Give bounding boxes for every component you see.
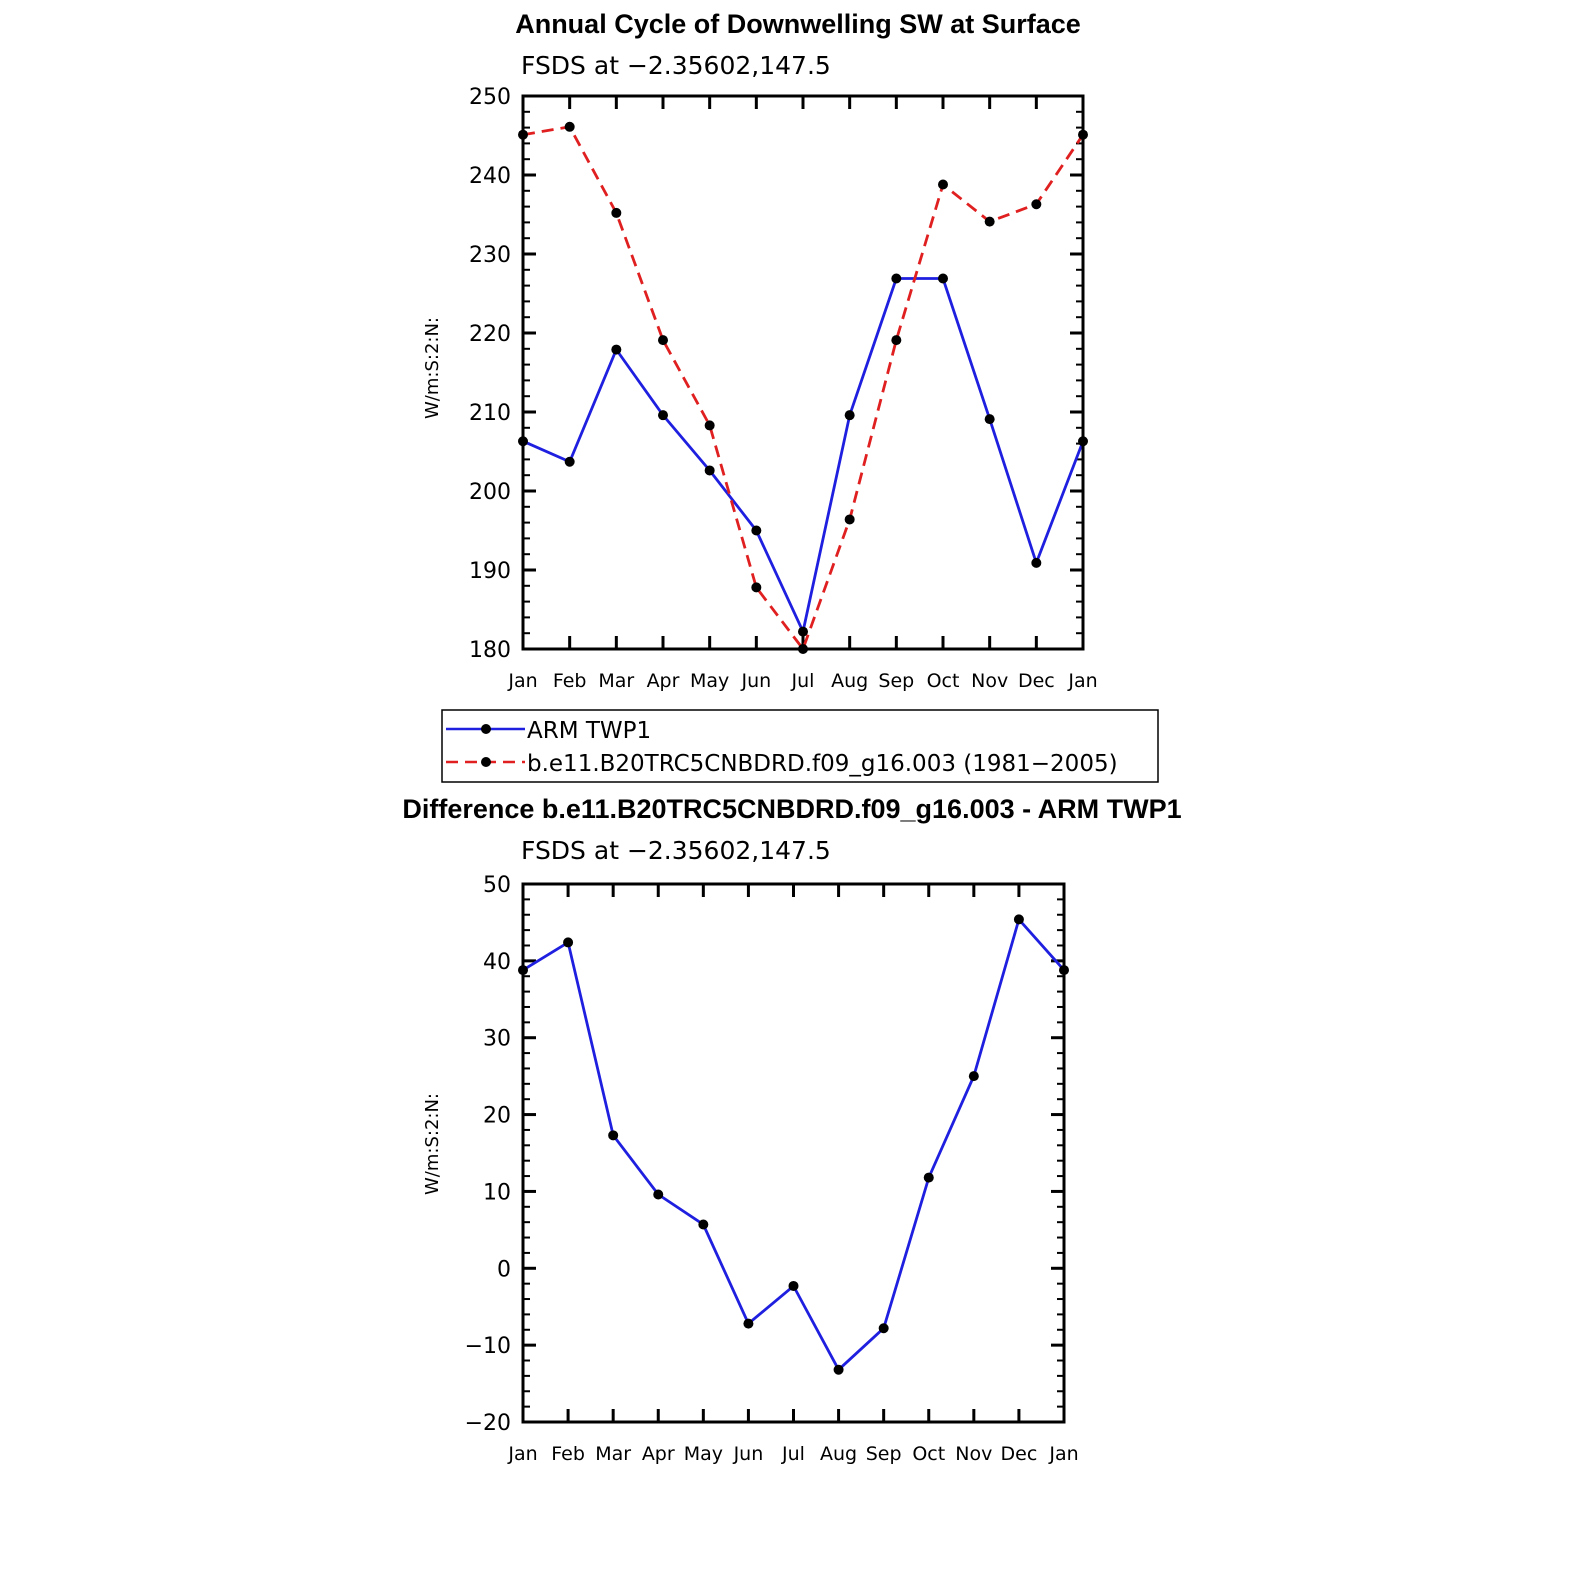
data-point: [564, 456, 575, 467]
chart-title: Difference b.e11.B20TRC5CNBDRD.f09_g16.0…: [402, 794, 1181, 824]
legend-entry-model: b.e11.B20TRC5CNBDRD.f09_g16.003 (1981−20…: [446, 751, 1118, 777]
series-line-1: [522, 125, 1085, 652]
x-tick-label: Sep: [878, 670, 914, 692]
data-point: [653, 1189, 664, 1200]
plot-area: −20 −10 0 10 20 30 40 50 Jan Feb Mar Apr May Jun Jul Au…: [465, 873, 1079, 1465]
data-point: [788, 1280, 799, 1291]
x-tick-label: Nov: [955, 1443, 992, 1465]
legend-label-arm: ARM TWP1: [527, 718, 651, 744]
x-tick-label: Jul: [781, 1443, 805, 1465]
x-tick-label: Mar: [595, 1443, 631, 1465]
y-tick-label: 250: [469, 85, 511, 110]
data-point: [704, 420, 715, 431]
data-point: [938, 273, 948, 284]
y-tick-label: 10: [483, 1180, 511, 1205]
data-point: [844, 514, 855, 525]
data-point: [891, 273, 902, 284]
x-tick-label: Dec: [1018, 670, 1055, 692]
y-tick-label: 230: [469, 243, 511, 268]
data-point: [1031, 199, 1042, 210]
data-point: [984, 414, 995, 425]
y-tick-label: −20: [465, 1411, 511, 1436]
x-tick-label: May: [690, 670, 729, 692]
y-tick-label: 40: [483, 950, 511, 975]
x-tick-label: Feb: [553, 670, 587, 692]
x-tick-label: Jun: [740, 670, 771, 692]
data-point: [923, 1172, 934, 1183]
data-point: [563, 937, 574, 948]
data-point: [611, 207, 622, 218]
y-tick-label: 180: [469, 638, 511, 663]
data-point: [833, 1364, 844, 1375]
legend-marker-model: [481, 757, 491, 767]
x-tick-label: Jun: [733, 1443, 764, 1465]
legend-label-model: b.e11.B20TRC5CNBDRD.f09_g16.003 (1981−20…: [527, 751, 1118, 777]
chart-subtitle: FSDS at −2.35602,147.5: [521, 836, 831, 865]
legend: ARM TWP1 b.e11.B20TRC5CNBDRD.f09_g16.003…: [441, 709, 1159, 783]
data-point: [751, 525, 762, 536]
y-tick-label: −10: [465, 1334, 511, 1359]
y-axis-label: W/m:S:2:N:: [422, 317, 443, 419]
difference-panel: Difference b.e11.B20TRC5CNBDRD.f09_g16.0…: [402, 794, 1181, 1465]
y-tick-label: 220: [469, 322, 511, 347]
data-point: [608, 1130, 619, 1141]
data-point: [1013, 914, 1024, 925]
x-tick-label: Oct: [927, 670, 960, 692]
data-point: [938, 179, 948, 190]
plot-frame: [521, 94, 1085, 651]
x-tick-label: Feb: [551, 1443, 585, 1465]
data-point: [698, 1219, 709, 1230]
x-tick-label: Jan: [507, 1443, 537, 1465]
x-tick-label: Dec: [1001, 1443, 1038, 1465]
data-point: [984, 216, 995, 227]
y-tick-label: 210: [469, 401, 511, 426]
data-point: [798, 626, 808, 637]
chart-subtitle: FSDS at −2.35602,147.5: [521, 51, 831, 80]
y-tick-label: 0: [497, 1257, 511, 1282]
y-tick-label: 190: [469, 559, 511, 584]
y-tick-label: 240: [469, 164, 511, 189]
y-axis-label: W/m:S:2:N:: [422, 1093, 443, 1195]
y-tick-label: 50: [483, 873, 511, 898]
series-line-0: [522, 916, 1066, 1372]
x-tick-label: Jan: [1067, 670, 1097, 692]
chart-title: Annual Cycle of Downwelling SW at Surfac…: [515, 9, 1081, 39]
data-point: [564, 121, 575, 132]
x-tick-label: Jan: [1048, 1443, 1078, 1465]
data-point: [844, 410, 855, 421]
data-point: [891, 335, 902, 346]
y-tick-label: 30: [483, 1027, 511, 1052]
plot-area: 180 190 200 210 220 230 240 250 Jan Feb Mar Apr May J…: [469, 85, 1098, 692]
data-point: [704, 465, 715, 476]
data-point: [658, 410, 668, 421]
data-point: [751, 582, 762, 593]
legend-entry-arm: ARM TWP1: [446, 718, 651, 744]
x-tick-label: Apr: [642, 1443, 675, 1465]
data-point: [1031, 557, 1042, 568]
data-point: [658, 335, 668, 346]
x-tick-label: Jul: [791, 670, 815, 692]
plot-frame: [521, 882, 1066, 1424]
annual-cycle-panel: Annual Cycle of Downwelling SW at Surfac…: [422, 9, 1098, 692]
x-tick-label: Oct: [912, 1443, 945, 1465]
series-line-0: [522, 277, 1085, 636]
x-tick-label: Jan: [507, 670, 537, 692]
legend-box: [441, 709, 1159, 783]
data-point: [611, 344, 622, 355]
x-tick-label: May: [684, 1443, 723, 1465]
x-tick-label: Mar: [598, 670, 634, 692]
x-tick-label: Apr: [647, 670, 680, 692]
data-point: [878, 1323, 889, 1334]
y-tick-label: 20: [483, 1104, 511, 1129]
data-point: [743, 1318, 754, 1329]
legend-marker-arm: [481, 724, 491, 734]
x-tick-label: Aug: [831, 670, 868, 692]
y-tick-label: 200: [469, 480, 511, 505]
x-tick-label: Sep: [866, 1443, 902, 1465]
data-point: [968, 1071, 979, 1082]
x-tick-label: Aug: [820, 1443, 857, 1465]
x-tick-label: Nov: [971, 670, 1008, 692]
